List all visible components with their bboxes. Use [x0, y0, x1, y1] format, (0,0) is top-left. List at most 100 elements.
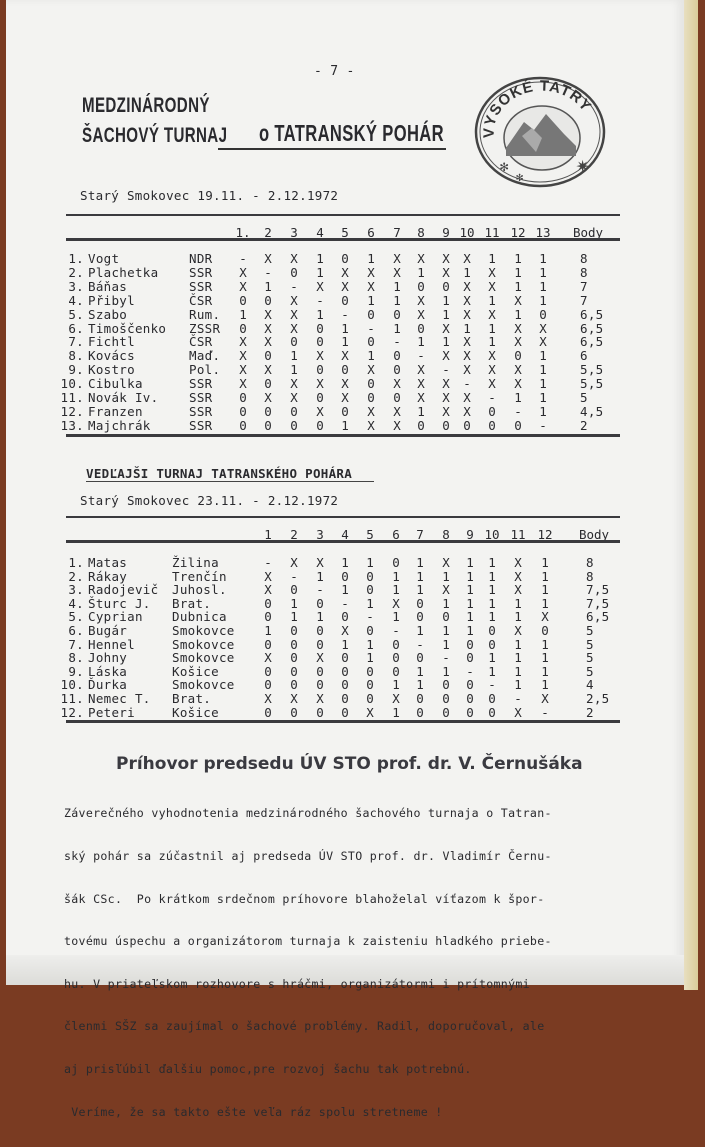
column-header: 13: [535, 225, 551, 240]
table-row: 10. Ďurka Smokovce 0 0 0 0 0 1 1 0 0-1 1 4: [6, 677, 684, 693]
result-cell: -: [514, 403, 522, 419]
player-points: 8: [586, 555, 594, 570]
result-cell: X: [541, 609, 549, 625]
player-name: Radojevič: [88, 582, 159, 598]
player-name: Láska: [88, 663, 128, 679]
result-cell: X: [463, 251, 471, 266]
row-rank: 1.: [68, 251, 84, 266]
result-cell: X: [316, 650, 324, 666]
result-cell: 0: [316, 663, 324, 679]
result-cell: 0: [341, 251, 349, 266]
result-cell: 0: [367, 306, 375, 322]
result-cell: X: [417, 362, 425, 378]
result-cell: 0: [514, 417, 522, 433]
result-cell: 1: [539, 278, 547, 294]
result-cell: 0: [416, 691, 424, 706]
result-cell: X: [290, 390, 298, 405]
result-cell: X: [514, 376, 522, 392]
result-cell: 1: [392, 609, 400, 625]
speech-line: ský pohár sa zúčastnil aj predseda ÚV ST…: [64, 849, 552, 864]
result-cell: 1: [341, 417, 349, 433]
row-rank: 6.: [68, 320, 84, 336]
result-cell: X: [367, 264, 375, 280]
result-cell: 1: [316, 306, 324, 322]
player-points: 5: [580, 390, 588, 405]
player-points: 8: [586, 568, 594, 584]
result-cell: 1: [514, 677, 522, 693]
result-cell: X: [514, 362, 522, 378]
result-cell: 1: [488, 292, 496, 308]
player-country: SSR: [189, 278, 213, 294]
player-name: Plachetka: [88, 264, 159, 280]
result-cell: 1: [341, 636, 349, 652]
result-cell: 1: [514, 650, 522, 666]
result-cell: 0: [264, 663, 272, 679]
result-cell: 1: [514, 595, 522, 611]
result-cell: X: [239, 334, 247, 350]
player-country: SSR: [189, 417, 213, 433]
result-cell: 1: [393, 278, 401, 294]
result-cell: 0: [264, 609, 272, 625]
result-cell: -: [290, 278, 298, 294]
result-cell: 1: [442, 663, 450, 679]
player-name: Hennel: [88, 636, 135, 652]
table-row: 6. Bugár Smokovce 1 0 0 X 0-1 1 1 0 X 0 5: [6, 623, 684, 638]
bottom-rule: [66, 433, 620, 437]
cup-underline: [218, 148, 446, 150]
result-cell: 0: [541, 623, 549, 638]
result-cell: 0: [416, 609, 424, 625]
header-line1: MEDZINÁRODNÝ: [82, 94, 210, 117]
column-header: 12: [537, 527, 553, 542]
result-cell: X: [488, 362, 496, 378]
table-row: 3. Báňas SSR X 1- X X X 1 0 0 X X 1 1 7: [6, 278, 684, 294]
player-name: Kostro: [88, 362, 135, 378]
result-cell: 1: [416, 663, 424, 679]
player-points: 5: [586, 623, 594, 638]
player-country: SSR: [189, 390, 213, 405]
result-cell: 0: [239, 390, 247, 405]
result-cell: X: [442, 403, 450, 419]
result-cell: 0: [290, 623, 298, 638]
result-cell: 1: [514, 636, 522, 652]
result-cell: 1: [466, 555, 474, 570]
result-cell: X: [341, 278, 349, 294]
player-club: Smokovce: [172, 677, 235, 693]
result-cell: 0: [393, 348, 401, 364]
result-cell: 1: [541, 650, 549, 666]
result-cell: X: [264, 362, 272, 378]
header-rule: [66, 238, 620, 241]
result-cell: 0: [466, 636, 474, 652]
player-club: Košice: [172, 704, 219, 720]
svg-text:✻: ✻: [500, 159, 509, 175]
result-cell: 0: [488, 623, 496, 638]
result-cell: X: [514, 582, 522, 598]
result-cell: X: [341, 348, 349, 364]
table-row: 13. Majchrák SSR 0 0 0 0 1 X X 0 0 0 0 0-2: [6, 417, 684, 433]
result-cell: -: [367, 320, 375, 336]
result-cell: 0: [392, 555, 400, 570]
result-cell: 1: [514, 264, 522, 280]
result-cell: 0: [290, 264, 298, 280]
column-header: 5: [366, 527, 374, 542]
result-cell: 1: [367, 292, 375, 308]
player-name: Rákay: [88, 568, 128, 584]
table-row: 5. Szabo Rum. 1 X X 1-0 0 X 1 X X 1 0 6,5: [6, 306, 684, 322]
result-cell: -: [393, 334, 401, 350]
result-cell: 1: [392, 704, 400, 720]
result-cell: 0: [239, 292, 247, 308]
result-cell: X: [442, 376, 450, 392]
player-name: Szabo: [88, 306, 128, 322]
result-cell: -: [264, 555, 272, 570]
player-name: Franzen: [88, 403, 143, 419]
result-cell: X: [264, 334, 272, 350]
table-row: 7. Fichtl ČSR X X 0 0 1 0-1 1 X 1 X X 6,5: [6, 334, 684, 350]
result-cell: 0: [341, 609, 349, 625]
player-country: SSR: [189, 264, 213, 280]
result-cell: X: [463, 390, 471, 405]
result-cell: 1: [488, 555, 496, 570]
row-rank: 10.: [60, 677, 84, 693]
result-cell: 1: [539, 376, 547, 392]
row-rank: 3.: [68, 278, 84, 294]
table-row: 9. Láska Košice 0 0 0 0 0 0 1 1-1 1 1 5: [6, 663, 684, 679]
player-points: 6,5: [580, 306, 604, 322]
